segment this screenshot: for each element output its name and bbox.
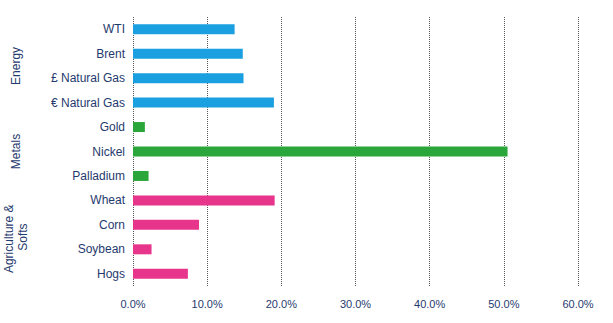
- svg-text:Wheat: Wheat: [90, 193, 125, 207]
- svg-text:Agriculture &: Agriculture &: [2, 201, 16, 273]
- svg-text:Palladium: Palladium: [72, 169, 125, 183]
- svg-text:Metals: Metals: [9, 134, 23, 169]
- svg-text:50.0%: 50.0%: [488, 298, 519, 310]
- svg-text:20.0%: 20.0%: [266, 298, 297, 310]
- svg-text:WTI: WTI: [103, 22, 125, 36]
- svg-text:£ Natural Gas: £ Natural Gas: [51, 71, 125, 85]
- svg-text:60.0%: 60.0%: [562, 298, 593, 310]
- svg-text:Soybean: Soybean: [78, 242, 125, 256]
- svg-text:Gold: Gold: [100, 120, 125, 134]
- svg-text:30.0%: 30.0%: [340, 298, 371, 310]
- svg-text:Corn: Corn: [99, 218, 125, 232]
- svg-text:€ Natural Gas: € Natural Gas: [51, 96, 125, 110]
- svg-text:0.0%: 0.0%: [120, 298, 145, 310]
- svg-text:Nickel: Nickel: [92, 145, 125, 159]
- svg-text:10.0%: 10.0%: [192, 298, 223, 310]
- svg-text:Softs: Softs: [16, 223, 30, 250]
- svg-text:Energy: Energy: [9, 47, 23, 85]
- svg-text:40.0%: 40.0%: [414, 298, 445, 310]
- svg-text:Brent: Brent: [96, 47, 125, 61]
- svg-text:Hogs: Hogs: [97, 267, 125, 281]
